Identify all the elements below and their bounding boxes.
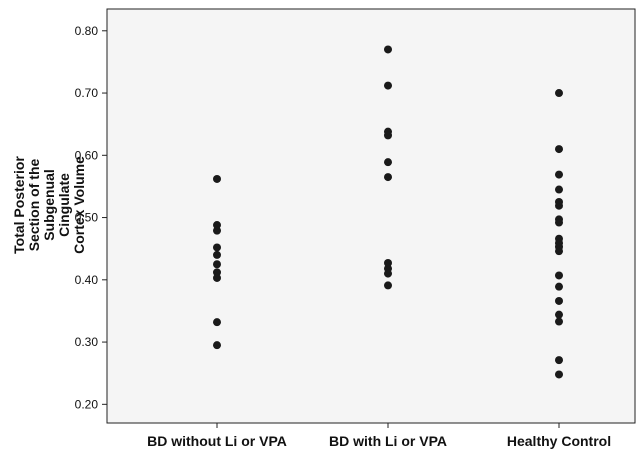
y-axis: 0.20 0.30 0.40 0.50 0.60 0.70 0.80 <box>75 24 107 411</box>
data-point <box>213 341 221 350</box>
data-point <box>213 318 221 327</box>
data-point <box>384 281 392 290</box>
data-point <box>555 218 563 227</box>
data-point <box>555 282 563 291</box>
data-point <box>555 317 563 326</box>
x-category-label: BD with Li or VPA <box>329 433 447 449</box>
y-tick-label: 0.50 <box>75 211 99 225</box>
data-point <box>213 174 221 183</box>
data-point <box>213 273 221 282</box>
data-point <box>213 226 221 235</box>
data-point <box>555 296 563 305</box>
data-point <box>555 271 563 280</box>
y-tick-label: 0.30 <box>75 335 99 349</box>
data-point <box>384 131 392 140</box>
y-axis-label-group: Total Posterior Section of the Subgenual Ci… <box>11 156 87 254</box>
x-category-label: Healthy Control <box>507 433 611 449</box>
data-point <box>555 247 563 256</box>
y-tick-label: 0.20 <box>75 397 99 411</box>
x-axis: BD without Li or VPA BD with Li or VPA Hea… <box>147 423 611 449</box>
data-point <box>384 158 392 167</box>
y-axis-label-line: Section of the <box>26 159 42 252</box>
y-axis-label-line: Total Posterior <box>11 156 27 254</box>
data-point <box>213 260 221 269</box>
y-axis-label-line: Cortex Volume <box>71 156 87 254</box>
data-point <box>555 356 563 365</box>
data-point <box>384 259 392 268</box>
data-point <box>555 89 563 98</box>
data-point <box>555 170 563 179</box>
data-point <box>384 269 392 278</box>
y-axis-label-line: Cingulate <box>56 173 72 237</box>
data-point <box>213 250 221 259</box>
y-tick-label: 0.70 <box>75 86 99 100</box>
y-axis-label-line: Subgenual <box>41 169 57 241</box>
data-point <box>384 81 392 90</box>
data-point <box>384 45 392 54</box>
plot-area <box>106 8 636 424</box>
data-point <box>555 201 563 210</box>
y-tick-label: 0.40 <box>75 273 99 287</box>
data-point <box>213 221 221 230</box>
data-point <box>213 243 221 252</box>
data-point <box>555 370 563 379</box>
data-point <box>213 268 221 277</box>
y-tick-label: 0.80 <box>75 24 99 38</box>
x-category-label: BD without Li or VPA <box>147 433 287 449</box>
data-point <box>555 310 563 319</box>
data-point <box>555 185 563 194</box>
data-points <box>213 45 563 379</box>
data-point <box>384 173 392 182</box>
y-tick-label: 0.60 <box>75 148 99 162</box>
data-point <box>555 145 563 154</box>
